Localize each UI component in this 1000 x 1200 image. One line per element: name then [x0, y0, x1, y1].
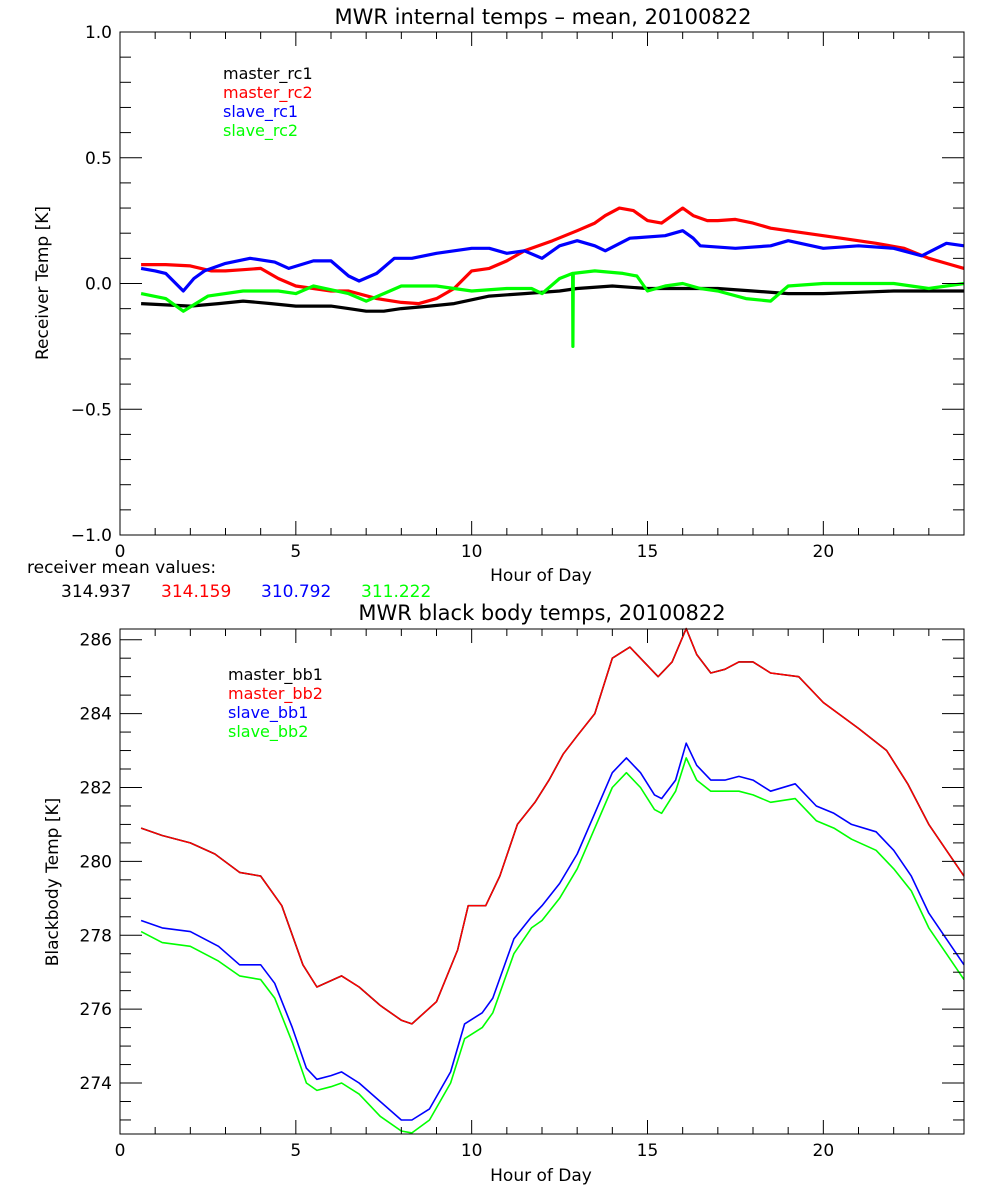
- legend-entry-slave-bb1: slave_bb1: [228, 703, 308, 723]
- legend-entry-slave-rc2: slave_rc2: [223, 121, 298, 141]
- series-line-slave-bb2: [140, 757, 965, 1134]
- receiver-mean-value-master-rc2: 314.159: [161, 582, 231, 602]
- y-tick-label: 284: [80, 705, 112, 725]
- legend-entry-master-bb2: master_bb2: [228, 684, 323, 704]
- receiver-mean-value-slave-rc1: 310.792: [261, 582, 331, 602]
- x-tick-label: 0: [115, 1141, 126, 1161]
- receiver-mean-value-slave-rc2: 311.222: [361, 582, 431, 602]
- y-tick-label: 278: [80, 926, 112, 946]
- legend-entry-master-bb1: master_bb1: [228, 665, 323, 685]
- series-line-slave-rc2: [140, 269, 965, 348]
- series-line-slave-bb1: [140, 742, 965, 1121]
- y-tick-label: 1.0: [85, 23, 112, 43]
- blackbody-plot-title: MWR black body temps, 20100822: [358, 601, 725, 625]
- y-tick-label: 282: [80, 778, 112, 798]
- y-tick-label: 286: [80, 631, 112, 651]
- series-line-master-rc1: [141, 284, 964, 313]
- series-line-master-rc2: [141, 206, 965, 306]
- x-tick-label: 15: [637, 1141, 659, 1161]
- receiver-x-axis-title: Hour of Day: [490, 566, 592, 586]
- y-tick-label: 0.0: [85, 275, 112, 295]
- receiver-y-axis-title: Receiver Temp [K]: [33, 206, 53, 360]
- y-tick-label: −0.5: [71, 400, 112, 420]
- legend-entry-slave-bb2: slave_bb2: [228, 722, 308, 742]
- blackbody-axis-ticks: 0 5 10 15 20 274 276 278 280 282 284 286: [80, 629, 965, 1161]
- blackbody-series-group: [140, 627, 965, 1134]
- x-tick-label: 5: [290, 542, 301, 562]
- y-tick-label: 276: [80, 1000, 112, 1020]
- blackbody-y-axis-title: Blackbody Temp [K]: [43, 798, 63, 967]
- y-tick-label: 0.5: [85, 149, 112, 169]
- receiver-axis-ticks: 0 5 10 15 20 −1.0 −0.5 0.0 0.5 1.0: [71, 23, 965, 562]
- receiver-plot-title: MWR internal temps – mean, 20100822: [335, 5, 752, 29]
- series-line-slave-rc1: [140, 229, 965, 293]
- receiver-mean-value-master-rc1: 314.937: [61, 582, 131, 602]
- y-tick-label: 274: [80, 1074, 112, 1094]
- receiver-series-group: [140, 206, 965, 348]
- x-tick-label: 5: [290, 1141, 301, 1161]
- x-tick-label: 10: [461, 542, 483, 562]
- receiver-temp-plot: MWR internal temps – mean, 20100822 0 5 10…: [33, 5, 965, 586]
- receiver-mean-label: receiver mean values:: [27, 558, 216, 578]
- blackbody-temp-plot: MWR black body temps, 20100822 0 5 10 15 20 2…: [43, 601, 965, 1186]
- x-tick-label: 0: [115, 542, 126, 562]
- y-tick-label: −1.0: [71, 526, 112, 546]
- x-tick-label: 15: [637, 542, 659, 562]
- x-tick-label: 20: [813, 1141, 835, 1161]
- y-tick-label: 280: [80, 852, 112, 872]
- receiver-mean-annotation: receiver mean values: 314.937 314.159 31…: [27, 558, 431, 602]
- legend-entry-master-rc1: master_rc1: [223, 64, 313, 84]
- legend-entry-master-rc2: master_rc2: [223, 83, 313, 103]
- blackbody-x-axis-title: Hour of Day: [490, 1166, 592, 1186]
- legend-entry-slave-rc1: slave_rc1: [223, 102, 298, 122]
- x-tick-label: 20: [813, 542, 835, 562]
- series-line-master-bb2: [140, 627, 965, 1025]
- x-tick-label: 10: [461, 1141, 483, 1161]
